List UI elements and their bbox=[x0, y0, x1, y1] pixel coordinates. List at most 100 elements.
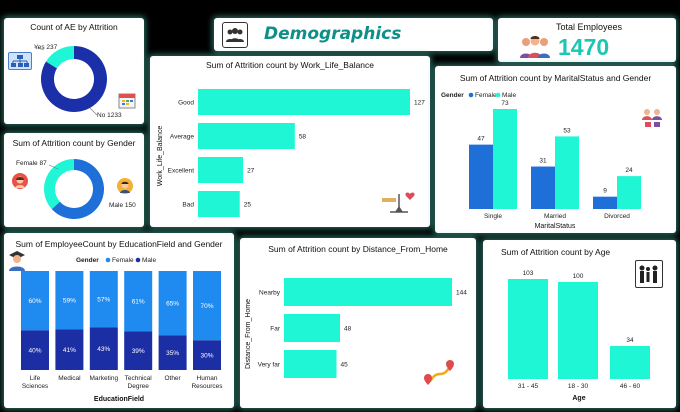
calendar-icon bbox=[117, 90, 137, 110]
data-label: 144 bbox=[456, 290, 467, 297]
data-label: 103 bbox=[523, 270, 534, 277]
scale-icon bbox=[380, 190, 418, 216]
chart-title: Sum of Attrition count by MaritalStatus … bbox=[459, 73, 652, 83]
total-label: Total Employees bbox=[556, 22, 623, 32]
data-label: 27 bbox=[247, 168, 255, 175]
graduate-icon bbox=[6, 249, 28, 271]
bar bbox=[198, 123, 295, 149]
data-label: 39% bbox=[132, 348, 145, 355]
slice-label-female: Female 87 bbox=[16, 160, 47, 167]
tick-label: Good bbox=[178, 100, 194, 107]
data-label: 61% bbox=[132, 299, 145, 306]
tick-label: Very far bbox=[258, 362, 281, 369]
tick-label: Technical bbox=[125, 375, 153, 382]
slice-label-yes: Yes 237 bbox=[34, 44, 58, 51]
work-life-balance-chart: Good 127 Average 58 Excellent 27 Bad 25 Work_Lif… bbox=[157, 89, 425, 217]
tick-label: 18 - 30 bbox=[568, 383, 589, 390]
data-label: 100 bbox=[573, 273, 584, 280]
people-icon bbox=[518, 34, 552, 58]
data-label: 35% bbox=[166, 350, 179, 357]
legend-label-female: Female bbox=[112, 257, 134, 264]
chart-title: Sum of Attrition count by Work_Life_Bala… bbox=[205, 60, 375, 70]
data-label: 47 bbox=[477, 136, 485, 143]
donut-slice-female bbox=[44, 159, 74, 210]
tick-label: Other bbox=[164, 375, 181, 382]
female-avatar-icon bbox=[12, 173, 28, 189]
bar-male bbox=[55, 329, 84, 370]
tick-label: 31 - 45 bbox=[518, 383, 539, 390]
chart-title: Sum of Attrition count by Distance_From_… bbox=[268, 244, 448, 254]
x-axis-title: EducationField bbox=[94, 396, 144, 403]
bar-female bbox=[531, 166, 555, 209]
legend-marker-female bbox=[468, 92, 474, 98]
leader-line bbox=[33, 46, 45, 51]
ae-attrition-panel: Count of AE by Attrition Yes 237 No 1233 bbox=[4, 18, 144, 124]
data-label: 60% bbox=[28, 298, 41, 305]
education-field-panel: Sum of EmployeeCount by EducationField a… bbox=[4, 233, 234, 408]
total-value: 1470 bbox=[558, 34, 610, 60]
data-label: 58 bbox=[299, 134, 307, 141]
bar bbox=[198, 191, 240, 217]
x-axis-title: MaritalStatus bbox=[535, 223, 576, 230]
chart-title: Sum of EmployeeCount by EducationField a… bbox=[15, 239, 223, 249]
slice-label-male: Male 150 bbox=[109, 202, 136, 209]
bar-male bbox=[89, 327, 118, 370]
bar-male bbox=[158, 335, 187, 370]
leader-line bbox=[89, 107, 98, 116]
data-label: 65% bbox=[166, 301, 179, 308]
age-panel: Sum of Attrition count by Age 103 31 - 45… bbox=[483, 240, 676, 408]
tick-label: Life bbox=[30, 375, 41, 382]
donut-slice-yes bbox=[46, 46, 74, 69]
tick-label: Bad bbox=[182, 202, 194, 209]
tick-label: Human bbox=[197, 375, 218, 382]
data-label: 40% bbox=[28, 348, 41, 355]
ae-donut-chart: Yes 237 No 1233 bbox=[33, 44, 122, 119]
bar-male bbox=[21, 330, 49, 370]
donut-slice-male bbox=[51, 159, 105, 219]
legend-marker-male bbox=[135, 257, 141, 263]
data-label: 45 bbox=[341, 362, 349, 369]
page-title: Demographics bbox=[264, 24, 402, 44]
gender-donut-chart: Female 87 Male 150 bbox=[16, 159, 136, 219]
chart-title: Sum of Attrition count by Gender bbox=[12, 138, 136, 148]
tick-label: Nearby bbox=[259, 290, 281, 297]
data-label: 41% bbox=[63, 347, 76, 354]
gender-attrition-panel: Sum of Attrition count by Gender Female … bbox=[4, 133, 144, 227]
bar-female bbox=[21, 271, 49, 331]
data-label: 59% bbox=[63, 298, 76, 305]
legend-label-male: Male bbox=[142, 257, 156, 264]
data-label: 70% bbox=[200, 303, 213, 310]
bar-female bbox=[593, 196, 617, 209]
marital-status-chart: Gender Female Male 47 73 Single 31 53 Married 9 24… bbox=[441, 92, 641, 230]
tick-label: Excellent bbox=[168, 168, 195, 175]
x-axis-title: Age bbox=[572, 395, 585, 402]
chart-title: Count of AE by Attrition bbox=[30, 22, 118, 32]
y-axis-title: Distance_From_Home bbox=[245, 299, 252, 369]
bar-male bbox=[193, 340, 221, 370]
bar bbox=[558, 281, 598, 379]
work-life-balance-panel: Sum of Attrition count by Work_Life_Bala… bbox=[150, 56, 430, 227]
bar bbox=[284, 350, 337, 378]
tick-label: Average bbox=[170, 134, 194, 141]
data-label: 73 bbox=[501, 100, 509, 107]
data-label: 24 bbox=[625, 167, 633, 174]
bar bbox=[284, 314, 340, 342]
tick-label: Marketing bbox=[90, 375, 119, 382]
bar-male bbox=[493, 109, 517, 209]
org-chart-icon bbox=[8, 52, 32, 70]
bar-male bbox=[555, 136, 579, 209]
bar-female bbox=[124, 271, 153, 332]
data-label: 9 bbox=[603, 188, 607, 195]
family-icon bbox=[635, 260, 663, 288]
data-label: 31 bbox=[539, 158, 547, 165]
data-label: 34 bbox=[626, 337, 634, 344]
data-label: 53 bbox=[563, 127, 571, 134]
bar bbox=[198, 157, 244, 183]
legend-title: Gender bbox=[76, 257, 99, 264]
slice-label-no: No 1233 bbox=[97, 112, 122, 119]
distance-from-home-chart: Nearby 144 Far 48 Very far 45 Distance_From_Ho… bbox=[245, 278, 467, 378]
bar bbox=[284, 278, 452, 306]
header-panel: Demographics bbox=[214, 18, 493, 51]
bar-male bbox=[124, 331, 153, 370]
